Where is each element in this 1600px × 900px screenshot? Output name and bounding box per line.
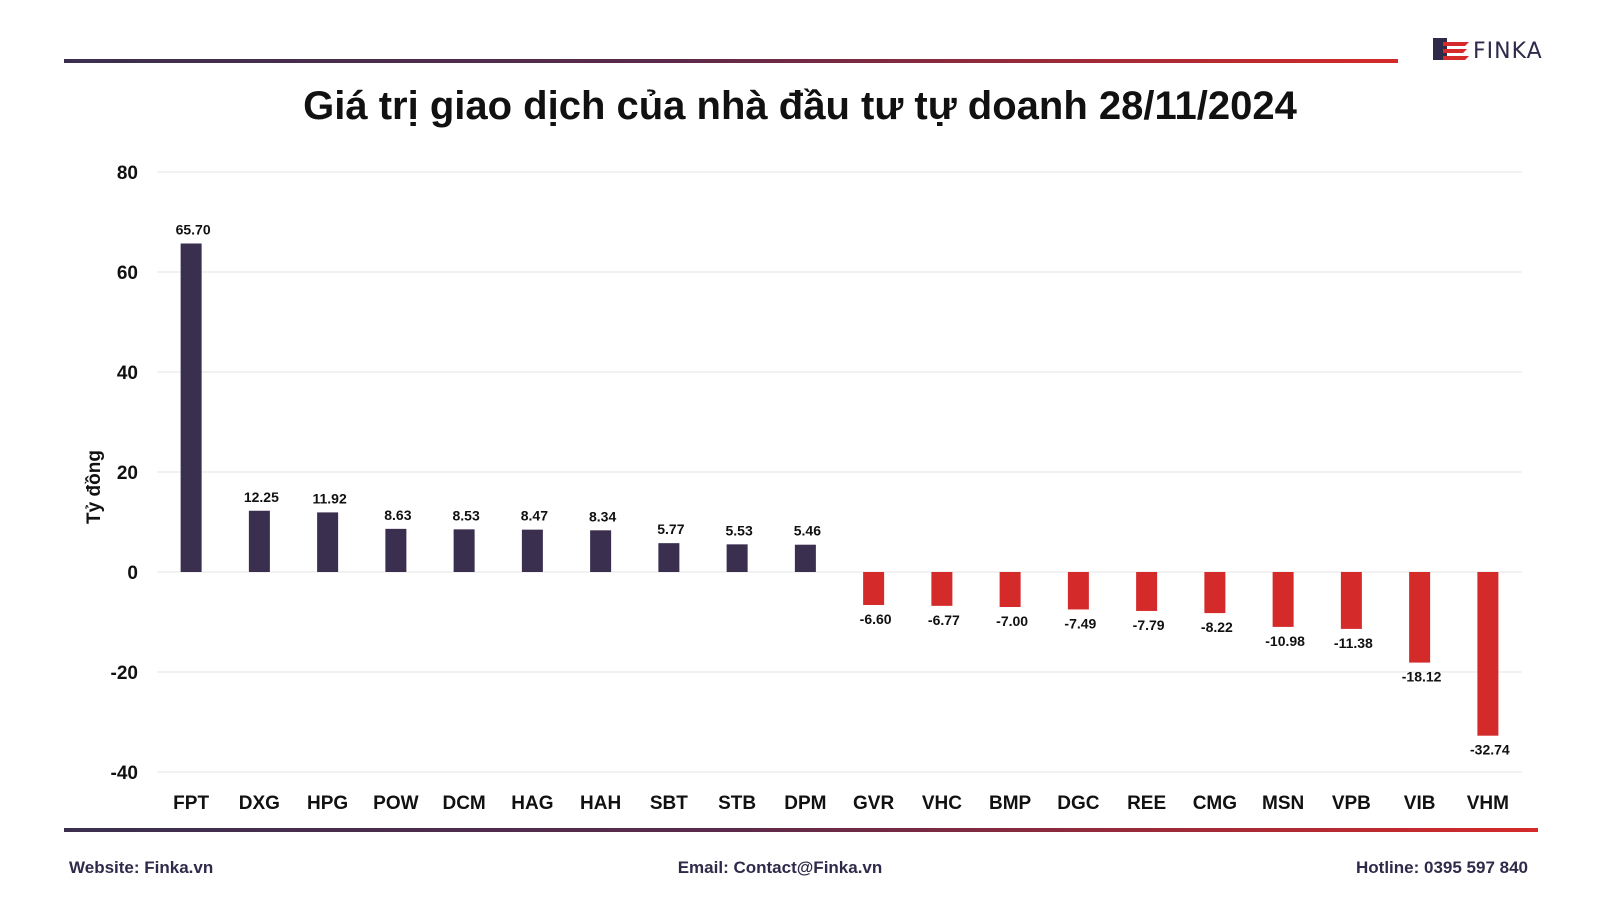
data-label-ree: -7.79 — [1133, 617, 1165, 633]
footer-website: Website: Finka.vn — [69, 858, 214, 877]
data-label-dxg: 12.25 — [244, 489, 279, 505]
footer-hotline: Hotline: 0395 597 840 — [1356, 858, 1528, 877]
bar-ree — [1136, 572, 1158, 611]
data-label-dpm: 5.46 — [794, 523, 821, 539]
bar-gvr — [863, 572, 885, 605]
y-tick-label: 80 — [117, 163, 138, 184]
chart-title: Giá trị giao dịch của nhà đầu tư tự doan… — [303, 84, 1297, 128]
data-label-vib: -18.12 — [1402, 669, 1442, 685]
y-tick-label: 40 — [117, 363, 138, 384]
bar-hag — [521, 529, 543, 572]
bar-sbt — [658, 543, 680, 572]
x-tick-label-fpt: FPT — [173, 793, 209, 814]
data-label-hpg: 11.92 — [312, 490, 346, 506]
bar-vhc — [931, 572, 953, 606]
bar-dxg — [248, 510, 270, 572]
y-tick-label: 60 — [117, 263, 138, 284]
bar-vpb — [1340, 572, 1362, 629]
data-label-pow: 8.63 — [384, 507, 411, 523]
x-tick-label-vib: VIB — [1404, 793, 1436, 814]
x-tick-label-gvr: GVR — [853, 793, 894, 814]
bar-stb — [726, 544, 748, 572]
data-label-fpt: 65.70 — [176, 222, 211, 238]
x-tick-label-vpb: VPB — [1332, 793, 1371, 814]
x-tick-label-hag: HAG — [511, 793, 553, 814]
bar-vib — [1409, 572, 1431, 663]
data-label-vhc: -6.77 — [928, 612, 960, 628]
data-label-msn: -10.98 — [1265, 633, 1305, 649]
data-label-stb: 5.53 — [726, 522, 753, 538]
finka-logo: FINKA — [1433, 34, 1563, 68]
x-tick-label-msn: MSN — [1262, 793, 1304, 814]
y-tick-label: -20 — [111, 663, 138, 684]
x-tick-label-stb: STB — [718, 793, 756, 814]
x-tick-label-ree: REE — [1127, 793, 1166, 814]
x-tick-label-dxg: DXG — [239, 793, 280, 814]
bottom-divider — [64, 828, 1538, 832]
bar-vhm — [1477, 572, 1499, 736]
data-label-dgc: -7.49 — [1064, 615, 1096, 631]
finka-flag-logo-icon — [1433, 38, 1469, 60]
y-tick-label: 20 — [117, 463, 138, 484]
data-label-sbt: 5.77 — [657, 521, 684, 537]
bar-dpm — [794, 544, 816, 572]
data-label-vhm: -32.74 — [1470, 742, 1510, 758]
x-tick-label-sbt: SBT — [650, 793, 688, 814]
x-tick-label-vhc: VHC — [922, 793, 962, 814]
x-tick-label-pow: POW — [373, 793, 418, 814]
bar-pow — [385, 528, 407, 572]
x-tick-label-dpm: DPM — [784, 793, 826, 814]
y-tick-label: -40 — [111, 763, 138, 784]
data-label-vpb: -11.38 — [1334, 635, 1373, 651]
data-label-hag: 8.47 — [521, 508, 548, 524]
data-label-gvr: -6.60 — [860, 611, 892, 627]
x-tick-label-hah: HAH — [580, 793, 621, 814]
data-label-dcm: 8.53 — [453, 507, 480, 523]
x-tick-label-cmg: CMG — [1193, 793, 1237, 814]
bar-bmp — [999, 572, 1021, 607]
y-tick-label: 0 — [127, 563, 138, 584]
x-tick-label-dcm: DCM — [442, 793, 485, 814]
logo-text: FINKA — [1473, 38, 1543, 64]
x-tick-label-hpg: HPG — [307, 793, 348, 814]
bar-hpg — [317, 512, 339, 572]
bar-msn — [1272, 572, 1294, 627]
x-tick-label-vhm: VHM — [1467, 793, 1509, 814]
bar-hah — [590, 530, 612, 572]
bar-dcm — [453, 529, 475, 572]
footer-email: Email: Contact@Finka.vn — [677, 858, 883, 877]
bar-dgc — [1067, 572, 1089, 610]
top-divider — [64, 59, 1398, 63]
bar-cmg — [1204, 572, 1226, 614]
data-label-hah: 8.34 — [589, 508, 616, 524]
data-label-bmp: -7.00 — [996, 613, 1028, 629]
data-label-cmg: -8.22 — [1201, 619, 1233, 635]
x-tick-label-bmp: BMP — [989, 793, 1032, 814]
x-tick-label-dgc: DGC — [1057, 793, 1100, 814]
bar-fpt — [180, 243, 202, 572]
